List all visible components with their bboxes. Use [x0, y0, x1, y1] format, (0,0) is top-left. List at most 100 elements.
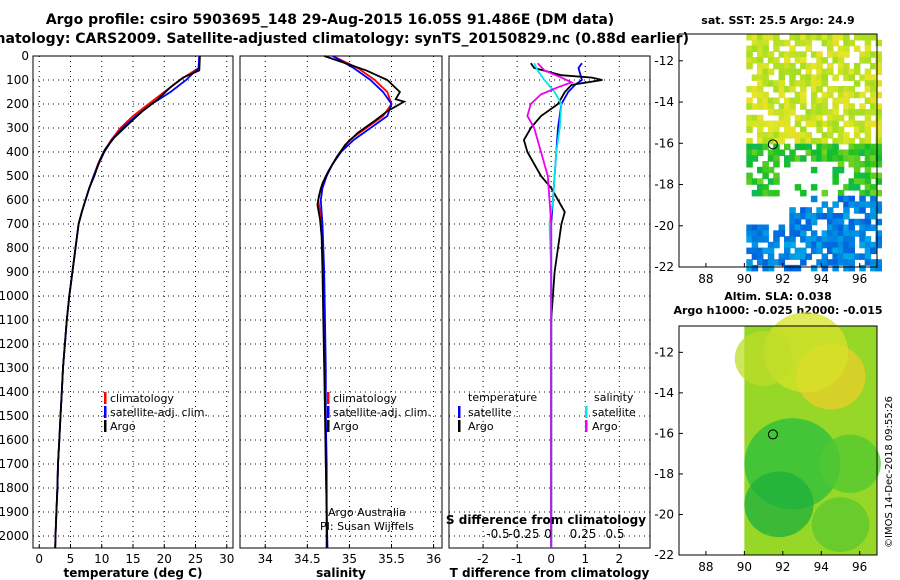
- sst-cell: [832, 126, 839, 133]
- sst-cell: [784, 62, 791, 70]
- sst-cell: [784, 86, 791, 93]
- sst-cell: [810, 155, 818, 162]
- salinity-legend: climatology satellite-adj. clim. Argo Ar…: [320, 392, 431, 533]
- sst-cell: [773, 62, 780, 70]
- sst-cell: [784, 97, 791, 104]
- sst-cell: [853, 218, 861, 226]
- sst-cell: [821, 74, 829, 81]
- y-tick-label: 1400: [0, 385, 29, 399]
- sst-cell: [848, 74, 855, 81]
- sst-cell: [821, 149, 829, 156]
- y-tick-label: 1500: [0, 409, 29, 423]
- sst-cell: [757, 39, 764, 47]
- sst-cell: [794, 137, 802, 145]
- sst-cell: [821, 39, 829, 47]
- legend-swatch-climatology: [104, 392, 107, 404]
- legend-satellite: satellite-adj. clim.: [110, 406, 208, 419]
- sst-cell: [805, 149, 812, 156]
- sst-cell: [810, 218, 818, 226]
- sst-cell: [816, 126, 823, 133]
- sst-cell: [789, 155, 796, 162]
- sst-cell: [810, 241, 818, 249]
- sst-cell: [805, 137, 812, 145]
- sst-cell: [859, 109, 866, 116]
- sst-cell: [800, 253, 807, 260]
- sst-cell: [832, 114, 839, 122]
- sst-cell: [821, 189, 829, 197]
- sst-cell: [751, 178, 759, 185]
- sst-cell: [746, 126, 753, 133]
- sst-cell: [810, 74, 818, 81]
- sst-cell: [816, 109, 823, 116]
- credit-line-2: PI: Susan Wijffels: [320, 520, 414, 533]
- sst-cell: [875, 207, 882, 214]
- sst-cell: [832, 143, 839, 151]
- sst-cell: [837, 45, 845, 52]
- sst-cell: [746, 34, 753, 41]
- sst-cell: [875, 39, 882, 47]
- sst-cell: [751, 247, 759, 255]
- legend-swatch-sal-satellite: [585, 406, 588, 418]
- legend-argo: Argo: [333, 420, 359, 433]
- sst-cell: [875, 80, 882, 87]
- sst-cell: [864, 57, 872, 64]
- sst-cell: [757, 132, 764, 139]
- sst-cell: [762, 230, 769, 237]
- sst-cell: [810, 34, 818, 41]
- map-x-label: 90: [737, 560, 752, 574]
- sst-cell: [746, 97, 753, 104]
- pressure-axis: 0 100 200 300 400 500 600 700 800 900 1000 1100 1200…: [0, 49, 29, 543]
- x-tick-label: 35.5: [378, 552, 405, 566]
- sst-cell: [789, 149, 796, 156]
- sst-cell: [800, 247, 807, 255]
- sst-cell: [827, 109, 834, 116]
- legend-swatch-satellite: [104, 406, 107, 418]
- sst-cell: [848, 86, 855, 93]
- sst-cell: [746, 137, 753, 145]
- sst-cell: [837, 51, 845, 58]
- sst-cell: [778, 39, 786, 47]
- sst-cell: [864, 86, 872, 93]
- map-x-label: 88: [698, 560, 713, 574]
- sst-cell: [864, 178, 872, 185]
- sst-cell: [794, 132, 802, 139]
- x-tick-label: -1: [511, 552, 523, 566]
- sst-cell: [848, 68, 855, 76]
- sst-cell: [810, 91, 818, 99]
- sst-cell: [864, 155, 872, 162]
- sst-cell: [870, 86, 877, 93]
- sst-cell: [784, 114, 791, 122]
- sst-cell: [757, 120, 764, 128]
- sst-cell: [870, 189, 877, 197]
- sst-cell: [864, 143, 872, 151]
- sst-cell: [810, 109, 818, 116]
- sst-cell: [816, 57, 823, 64]
- sst-cell: [773, 259, 780, 266]
- sst-cell: [827, 143, 834, 151]
- y-tick-label: 1100: [0, 313, 29, 327]
- sst-cell: [778, 86, 786, 93]
- sst-cell: [789, 132, 796, 139]
- sst-cell: [821, 155, 829, 162]
- sst-cell: [843, 213, 850, 220]
- sst-cell: [832, 224, 839, 231]
- sst-cell: [837, 230, 845, 237]
- sst-cell: [870, 109, 877, 116]
- sst-cell: [816, 155, 823, 162]
- sst-cell: [805, 68, 812, 76]
- legend-swatch-sal-argo: [585, 420, 588, 432]
- sst-cell: [848, 236, 855, 243]
- temperature-legend: climatology satellite-adj. clim. Argo: [104, 392, 208, 433]
- series-line-temperature-satellite: [550, 62, 583, 548]
- y-tick-label: 500: [6, 169, 29, 183]
- sst-cell: [859, 172, 866, 180]
- title-line-2: Climatology: CARS2009. Satellite-adjuste…: [0, 31, 689, 47]
- x-tick-label: 5: [67, 552, 75, 566]
- sst-cell: [837, 218, 845, 226]
- sst-cell: [843, 259, 850, 266]
- sst-cell: [800, 189, 807, 197]
- sst-cell: [875, 230, 882, 237]
- sst-cell: [832, 253, 839, 260]
- sst-cell: [810, 80, 818, 87]
- sst-cell: [762, 34, 769, 41]
